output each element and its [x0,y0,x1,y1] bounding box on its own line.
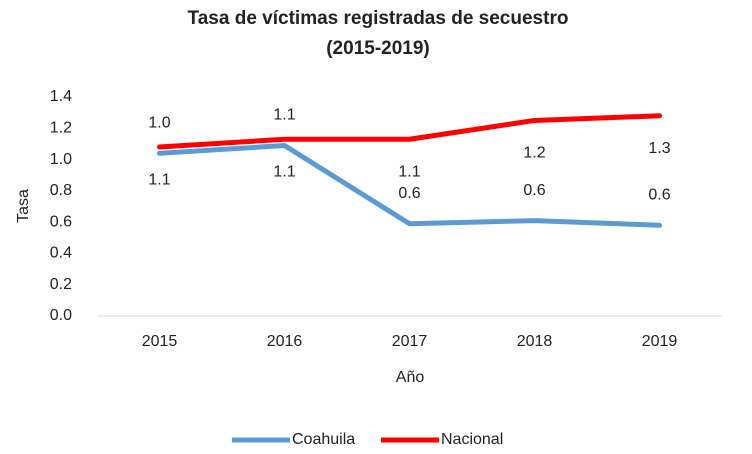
y-tick-label: 0.4 [50,245,72,262]
y-tick-label: 1.4 [50,88,72,105]
data-label: 1.1 [398,163,420,180]
series-line [157,113,662,150]
x-axis-title: Año [396,369,425,386]
y-tick-label: 0.0 [50,307,72,324]
x-tick-label: 2019 [642,333,678,350]
x-tick-label: 2016 [267,333,303,350]
y-tick-label: 0.2 [50,276,72,293]
data-label: 1.2 [523,145,545,162]
y-axis-title: Tasa [15,189,32,223]
y-tick-label: 1.2 [50,120,72,137]
data-label: 1.0 [148,115,170,132]
y-tick-label: 1.0 [50,151,72,168]
data-label: 0.6 [523,182,545,199]
chart-subtitle: (2015-2019) [326,38,430,59]
series-line [157,142,662,228]
legend-label: Nacional [441,431,503,448]
legend-label: Coahuila [292,431,355,448]
data-label: 1.1 [273,107,295,124]
x-tick-label: 2015 [142,333,178,350]
data-label: 0.6 [398,185,420,202]
data-label: 1.3 [648,140,670,157]
data-label: 1.1 [148,171,170,188]
x-tick-label: 2018 [517,333,553,350]
x-tick-label: 2017 [392,333,428,350]
chart-title: Tasa de víctimas registradas de secuestr… [188,8,569,29]
y-tick-label: 0.8 [50,182,72,199]
y-tick-label: 0.6 [50,213,72,230]
data-label: 1.1 [273,163,295,180]
data-label: 0.6 [648,186,670,203]
